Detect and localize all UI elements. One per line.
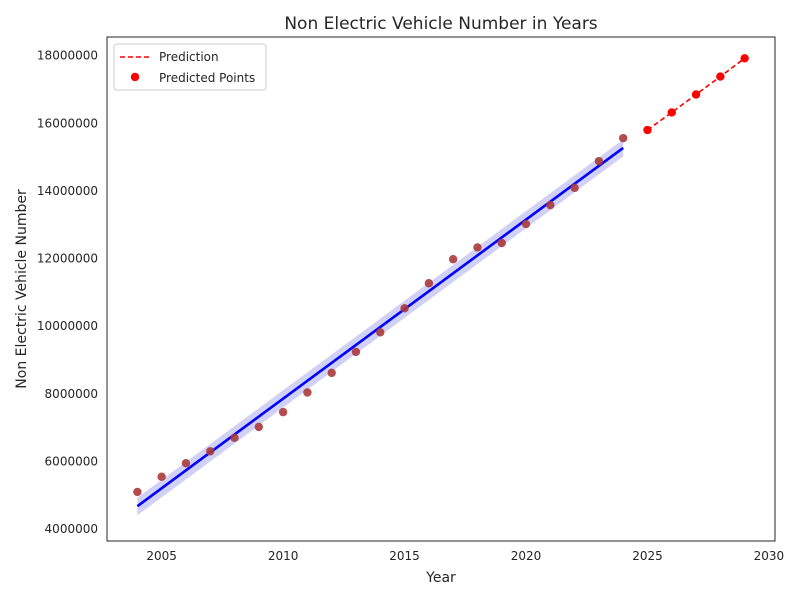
legend-predicted-points-label: Predicted Points (159, 71, 255, 85)
legend: Prediction Predicted Points (113, 43, 267, 91)
x-tick-labels: 2005 2010 2015 2020 2025 2030 (146, 549, 784, 563)
legend-box (113, 43, 267, 91)
observed-point (473, 243, 482, 252)
y-tick-label: 16000000 (37, 116, 98, 130)
y-tick-label: 4000000 (45, 522, 98, 536)
predicted-point (740, 54, 749, 63)
observed-point (206, 447, 215, 456)
y-tick-label: 12000000 (37, 252, 98, 266)
observed-point (376, 328, 385, 337)
observed-point (618, 133, 628, 143)
observed-point (133, 487, 142, 497)
y-tick-label: 10000000 (37, 319, 98, 333)
regression-line (136, 146, 624, 508)
plot-frame (106, 36, 776, 542)
x-tick-label: 2015 (389, 549, 420, 563)
y-tick-label: 18000000 (37, 49, 98, 63)
predicted-point (667, 108, 676, 117)
observed-point (157, 472, 166, 481)
predicted-point (643, 125, 652, 135)
y-tick-labels: 4000000 6000000 8000000 10000000 12000000 140… (37, 49, 98, 537)
y-tick-label: 14000000 (37, 184, 98, 198)
x-tick-label: 2020 (511, 549, 542, 563)
observed-point (181, 459, 191, 468)
x-tick-label: 2010 (268, 549, 299, 563)
observed-point (448, 255, 458, 264)
x-tick-label: 2025 (632, 549, 663, 563)
regression-fit-line (136, 146, 624, 508)
x-tick-label: 2005 (146, 549, 177, 563)
predicted-point (691, 90, 701, 99)
observed-point (278, 407, 288, 417)
y-tick-label: 8000000 (45, 387, 98, 401)
observed-point (327, 368, 336, 378)
observed-point (570, 183, 579, 193)
y-axis-label: Non Electric Vehicle Number (14, 189, 30, 389)
observed-point (230, 433, 239, 443)
chart-title: Non Electric Vehicle Number in Years (284, 14, 597, 34)
legend-prediction-label: Prediction (159, 50, 219, 64)
observed-point (400, 304, 409, 313)
observed-point (546, 200, 555, 210)
x-tick-label: 2030 (754, 549, 785, 563)
observed-point (424, 279, 434, 288)
observed-point (254, 422, 264, 432)
observed-point (594, 156, 604, 166)
prediction-series (643, 54, 749, 135)
x-axis-label: Year (425, 570, 456, 586)
observed-point (303, 388, 312, 397)
predicted-point (716, 72, 725, 81)
y-tick-label: 6000000 (45, 455, 98, 469)
observed-point (497, 238, 506, 248)
observed-points (133, 133, 628, 497)
observed-point (521, 219, 531, 229)
legend-predicted-points-icon (130, 72, 140, 82)
observed-point (351, 347, 361, 357)
